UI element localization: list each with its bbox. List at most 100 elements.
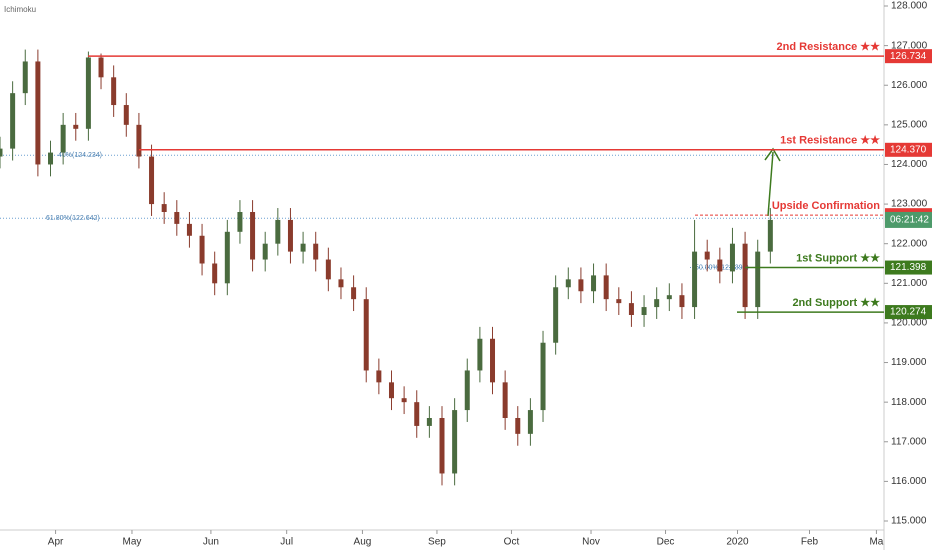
level-label: Upside Confirmation: [772, 200, 880, 212]
y-tick-label: 117.000: [891, 436, 927, 447]
price-tag-label: 120.274: [890, 307, 927, 318]
candle-body: [325, 259, 331, 280]
candle-body: [401, 398, 407, 403]
countdown-label: 06:21:42: [890, 215, 929, 226]
candle-body: [199, 235, 205, 264]
price-tag-label: 124.370: [890, 144, 927, 155]
candle-body: [0, 148, 3, 157]
candle-body: [628, 303, 634, 315]
candle-body: [275, 219, 281, 244]
level-label: 1st Support ★★: [796, 252, 880, 264]
y-tick-label: 128.000: [891, 1, 928, 12]
x-tick-label: Nov: [582, 537, 600, 548]
y-tick-label: 119.000: [891, 357, 927, 368]
x-tick-label: Jul: [280, 537, 293, 548]
level-label: 2nd Support ★★: [792, 297, 880, 309]
y-tick-label: 121.000: [891, 278, 928, 289]
candle-body: [666, 295, 672, 300]
candle-body: [174, 212, 180, 224]
candle-body: [603, 275, 609, 300]
x-tick-label: Apr: [48, 537, 64, 548]
candle-body: [60, 124, 66, 153]
candle-body: [553, 287, 559, 343]
candle-body: [363, 299, 369, 371]
candle-body: [641, 307, 647, 315]
candle-body: [591, 275, 597, 292]
candle-body: [578, 279, 584, 292]
y-tick-label: 123.000: [891, 199, 928, 210]
x-tick-label: Oct: [504, 537, 520, 548]
price-tag: [885, 49, 932, 64]
x-tick-label: Dec: [657, 537, 675, 548]
price-tag: [885, 305, 932, 320]
candle-body: [388, 382, 394, 399]
candle-body: [490, 338, 496, 383]
candle-body: [212, 263, 218, 284]
candle-body: [464, 370, 470, 411]
candle-body: [426, 418, 432, 426]
candle-body: [186, 223, 192, 236]
y-tick-label: 116.000: [891, 476, 927, 487]
candle-body: [111, 77, 117, 106]
candle-body: [136, 124, 142, 157]
candle-body: [502, 382, 508, 418]
candle-body: [717, 259, 723, 272]
price-tag-label: 126.734: [890, 51, 927, 62]
candle-body: [704, 251, 710, 260]
candle-body: [237, 212, 243, 232]
level-label: 2nd Resistance ★★: [777, 41, 881, 53]
candle-body: [85, 57, 91, 129]
x-tick-label: May: [123, 537, 142, 548]
y-tick-label: 122.000: [891, 238, 928, 249]
y-tick-label: 118.000: [891, 397, 927, 408]
candle-body: [477, 338, 483, 371]
x-tick-label: Sep: [428, 537, 446, 548]
arrow-head: [764, 147, 781, 162]
candle-body: [351, 287, 357, 300]
x-tick-label: Ma: [869, 537, 883, 548]
candle-body: [565, 279, 571, 288]
candle-body: [452, 410, 458, 474]
candle-body: [250, 212, 256, 260]
y-tick-label: 115.000: [891, 516, 927, 527]
price-tag-label: 121.398: [890, 262, 927, 273]
candle-body: [300, 243, 306, 252]
candle-body: [10, 93, 16, 149]
candle-body: [123, 105, 129, 125]
level-label: 1st Resistance ★★: [780, 135, 880, 147]
countdown-tag: [885, 211, 932, 228]
candle-body: [515, 418, 521, 434]
x-tick-label: Jun: [203, 537, 219, 548]
projection-arrow: [767, 151, 774, 217]
plot-area: 40%(124.234)61.80%(122.642)50.00%(121.39…: [0, 49, 884, 486]
candle-body: [376, 370, 382, 383]
candle-body: [654, 299, 660, 308]
fib-label: 40%(124.234): [58, 152, 102, 159]
indicator-label: Ichimoku: [4, 5, 36, 14]
price-tag: [885, 142, 932, 157]
candle-body: [729, 243, 735, 272]
y-tick-label: 120.000: [891, 318, 928, 329]
candle-body: [313, 243, 319, 260]
candle-body: [679, 295, 685, 308]
price-tag: [885, 260, 932, 275]
candle-body: [149, 156, 155, 205]
x-tick-label: Aug: [354, 537, 372, 548]
x-tick-label: 2020: [726, 537, 749, 548]
candle-body: [755, 251, 761, 308]
candle-body: [527, 410, 533, 434]
candle-body: [48, 152, 54, 165]
candle-body: [692, 251, 698, 308]
y-tick-label: 126.000: [891, 80, 928, 91]
candle-body: [767, 219, 773, 252]
candle-body: [540, 342, 546, 411]
candle-body: [439, 418, 445, 474]
y-tick-label: 124.000: [891, 159, 928, 170]
fib-label: 61.80%(122.642): [46, 215, 100, 222]
x-tick-label: Feb: [801, 537, 819, 548]
candle-body: [616, 299, 622, 304]
candle-body: [22, 61, 28, 94]
candle-body: [73, 124, 79, 129]
